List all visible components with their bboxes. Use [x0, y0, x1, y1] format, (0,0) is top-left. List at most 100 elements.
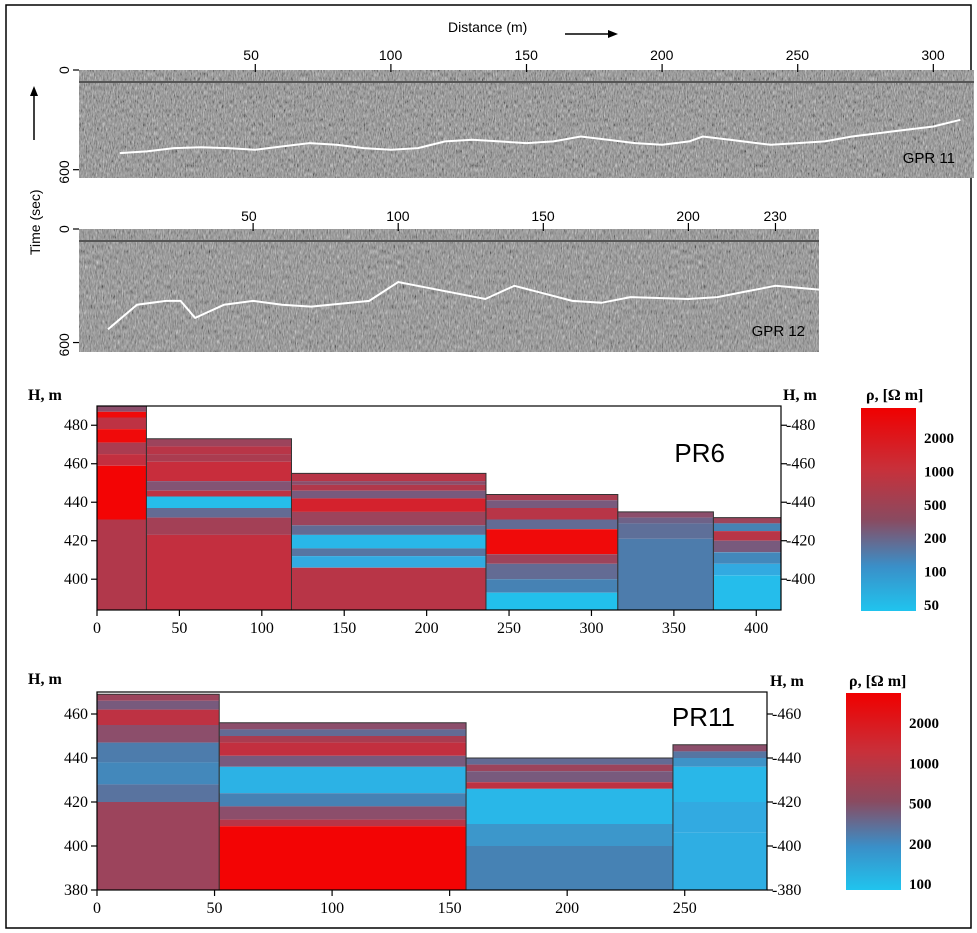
resistivity-cell: [97, 454, 147, 466]
colorbar-tick-label: 200: [909, 837, 932, 853]
gpr-x-tick-label: 150: [515, 47, 539, 63]
resistivity-cell: [146, 517, 292, 535]
resistivity-cell: [97, 742, 220, 763]
resistivity-cell: [146, 508, 292, 518]
colorbar: ρ, [Ω m] 2000 1000 500 200 100 50: [861, 387, 954, 614]
distance-label: Distance (m): [448, 19, 527, 35]
gpr-x-tick-label: 50: [241, 208, 257, 224]
resistivity-cell: [466, 782, 673, 789]
y-tick-label-left: 420: [64, 533, 88, 550]
colorbar-tick-label: 2000: [924, 431, 954, 447]
y-tick-label-left: 460: [64, 706, 88, 723]
y-tick-label-right: -400: [786, 571, 815, 588]
y-tick-label-left: 420: [64, 794, 88, 811]
resistivity-cell: [97, 417, 147, 429]
resistivity-cell: [146, 481, 292, 491]
x-tick-label: 100: [320, 900, 344, 917]
resistivity-cell: [486, 563, 618, 580]
y-tick-label-left: 460: [64, 456, 88, 473]
time-arrow-icon: [30, 86, 38, 140]
resistivity-cell: [466, 764, 673, 772]
colorbar-tick-label: 200: [924, 531, 947, 547]
resistivity-cell: [291, 548, 486, 557]
resistivity-cell: [466, 846, 673, 890]
x-tick-label: 100: [250, 620, 274, 637]
gpr-x-tick-label: 100: [379, 47, 403, 63]
resistivity-cell: [291, 556, 486, 568]
y-tick-label-right: -480: [786, 417, 815, 434]
y-tick-label-left: 440: [64, 494, 88, 511]
y-tick-label-right: -440: [786, 494, 815, 511]
resistivity-cell: [486, 529, 618, 555]
y-tick-label-left: 440: [64, 750, 88, 767]
colorbar-tick-label: 50: [924, 598, 939, 614]
resistivity-cell: [673, 758, 767, 767]
gpr-profile-name: GPR 11: [903, 150, 955, 167]
resistivity-cell: [291, 511, 486, 526]
resistivity-cell: [713, 540, 781, 553]
resistivity-column: [672, 744, 768, 890]
y-tick-label-left: 400: [64, 838, 88, 855]
resistivity-cell: [673, 802, 767, 833]
section-title: PR6: [674, 438, 725, 468]
resistivity-cell: [97, 442, 147, 455]
gpr-texture: [79, 229, 819, 352]
y-tick-label-left: 380: [64, 882, 88, 899]
y-tick-label-right: -420: [772, 794, 801, 811]
resistivity-cell: [219, 742, 466, 756]
x-tick-label: 200: [415, 620, 439, 637]
resistivity-cell: [466, 758, 673, 765]
colorbar-gradient: [861, 408, 916, 611]
resistivity-cell: [617, 523, 714, 539]
resistivity-cell: [291, 490, 486, 499]
resistivity-cell: [219, 755, 466, 767]
gpr-y-tick-label: 0: [56, 225, 72, 233]
y-axis-label-left: H, m: [28, 671, 62, 688]
y-axis-label-left: H, m: [28, 387, 62, 404]
resistivity-cell: [291, 567, 486, 610]
x-tick-label: 250: [497, 620, 521, 637]
resistivity-cell: [486, 500, 618, 508]
resistivity-column: [485, 494, 619, 610]
resistivity-cell: [146, 461, 292, 481]
colorbar-label: ρ, [Ω m]: [866, 387, 923, 404]
y-tick-label-right: -380: [772, 882, 801, 899]
resistivity-cell: [291, 473, 486, 482]
resistivity-cell: [97, 406, 147, 412]
resistivity-cell: [291, 525, 486, 535]
resistivity-cell: [486, 494, 618, 501]
resistivity-cell: [219, 793, 466, 807]
resistivity-cell: [97, 694, 220, 701]
gpr-x-tick-label: 50: [243, 47, 259, 63]
resistivity-column: [290, 472, 487, 610]
y-tick-label-right: -400: [772, 838, 801, 855]
gpr-profile-name: GPR 12: [752, 323, 805, 340]
resistivity-cell: [146, 490, 292, 497]
resistivity-cell: [97, 784, 220, 802]
resistivity-cell: [713, 552, 781, 564]
y-axis-label-right: H, m: [783, 387, 817, 404]
resistivity-cell: [146, 454, 292, 462]
gpr-panel-1: 50 100 150 200 250 300 0 600 GPR 11: [56, 47, 974, 184]
gpr-reflector-line: [107, 280, 820, 331]
resistivity-column: [96, 693, 220, 890]
resistivity-cell: [486, 554, 618, 564]
colorbar-tick-label: 1000: [909, 756, 939, 772]
gpr-x-tick-label: 200: [650, 47, 674, 63]
resistivity-cell: [97, 465, 147, 520]
gpr-x-tick-label: 150: [531, 208, 555, 224]
resistivity-cell: [291, 484, 486, 491]
resistivity-cell: [713, 575, 781, 610]
x-tick-label: 250: [673, 900, 697, 917]
resistivity-cell: [673, 766, 767, 802]
time-label: Time (sec): [27, 189, 43, 255]
resistivity-section-1: 0 50 100 150 200 250 300 350 400 400 -400 420 -420 44…: [28, 387, 954, 637]
gpr-y-tick-label: 600: [56, 333, 72, 357]
resistivity-column: [617, 511, 714, 610]
resistivity-cell: [486, 508, 618, 520]
resistivity-cell: [486, 592, 618, 610]
x-tick-label: 200: [555, 900, 579, 917]
resistivity-cell: [97, 429, 147, 443]
y-tick-label-right: -420: [786, 533, 815, 550]
